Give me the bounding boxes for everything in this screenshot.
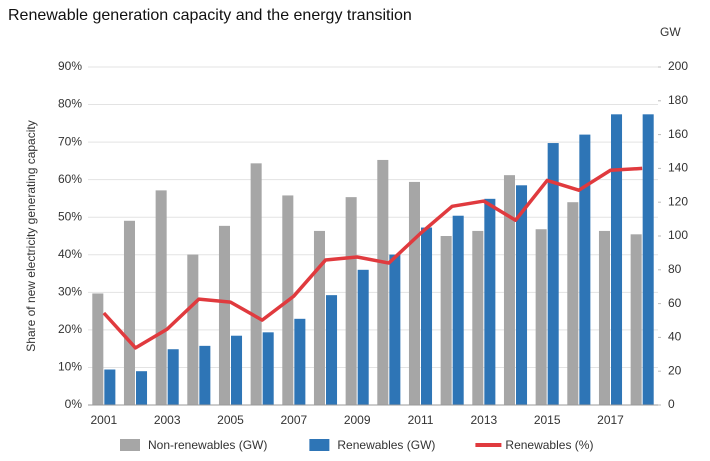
- y-tick-label: 10%: [58, 360, 82, 374]
- x-tick-label: 2005: [217, 413, 244, 427]
- y-tick-label: 80%: [58, 97, 82, 111]
- bar: [377, 159, 389, 405]
- bar: [313, 230, 325, 405]
- y2-tick-label: 100: [668, 228, 688, 242]
- bar: [642, 114, 654, 405]
- bar: [567, 202, 579, 405]
- y-tick-label: 40%: [58, 247, 82, 261]
- y-tick-label: 30%: [58, 285, 82, 299]
- x-tick-label: 2001: [90, 413, 117, 427]
- y2-tick-label: 180: [668, 93, 688, 107]
- y-tick-label: 0%: [65, 397, 83, 411]
- x-tick-label: 2013: [470, 413, 497, 427]
- y2-tick-label: 140: [668, 161, 688, 175]
- legend-label: Renewables (GW): [337, 438, 435, 452]
- y2-tick-label: 120: [668, 194, 688, 208]
- x-tick-label: 2011: [408, 413, 434, 427]
- bar: [199, 345, 211, 405]
- legend-label: Non-renewables (GW): [148, 438, 267, 452]
- y2-axis-title: GW: [660, 25, 681, 39]
- y2-tick-label: 80: [668, 262, 682, 276]
- bar: [231, 335, 243, 405]
- bar: [357, 269, 369, 405]
- bar: [218, 225, 230, 405]
- x-tick-label: 2007: [280, 413, 307, 427]
- bar: [123, 220, 135, 405]
- x-tick-label: 2015: [534, 413, 561, 427]
- y-tick-label: 60%: [58, 172, 82, 186]
- bar: [421, 227, 433, 405]
- bar: [535, 229, 547, 405]
- bar: [167, 349, 179, 405]
- x-tick-label: 2017: [597, 413, 624, 427]
- y2-tick-label: 60: [668, 296, 682, 310]
- bar: [345, 197, 357, 405]
- bar: [294, 318, 306, 405]
- y2-tick-label: 0: [668, 397, 675, 411]
- legend-swatch: [120, 439, 140, 451]
- bar: [579, 134, 591, 405]
- bar: [611, 114, 623, 405]
- bar: [472, 230, 484, 405]
- y-tick-label: 50%: [58, 209, 82, 223]
- bar: [136, 371, 148, 405]
- bar: [598, 230, 610, 405]
- x-tick-label: 2003: [154, 413, 181, 427]
- bar: [262, 332, 274, 405]
- bar: [104, 369, 116, 405]
- bar: [452, 215, 464, 405]
- bar: [389, 254, 401, 405]
- bar: [92, 293, 104, 405]
- bar: [503, 175, 515, 405]
- y-tick-label: 20%: [58, 322, 82, 336]
- bar: [187, 254, 199, 405]
- y-tick-label: 90%: [58, 59, 82, 73]
- legend-swatch: [475, 443, 502, 447]
- y-tick-label: 70%: [58, 134, 82, 148]
- bar: [326, 295, 338, 405]
- bar: [408, 181, 420, 405]
- y2-tick-label: 20: [668, 363, 682, 377]
- bar: [440, 236, 452, 405]
- bar: [250, 163, 262, 405]
- bar: [484, 198, 496, 405]
- legend-label: Renewables (%): [505, 438, 593, 452]
- y2-tick-label: 200: [668, 59, 688, 73]
- bar: [516, 185, 528, 405]
- bar: [155, 190, 167, 405]
- y2-tick-label: 160: [668, 127, 688, 141]
- line: [102, 166, 643, 350]
- x-tick-label: 2009: [344, 413, 371, 427]
- legend-swatch: [309, 439, 330, 451]
- y-axis-title: Share of new electricity generating capa…: [24, 120, 38, 351]
- y2-tick-label: 40: [668, 330, 682, 344]
- bar: [547, 143, 559, 406]
- chart-title: Renewable generation capacity and the en…: [8, 7, 412, 24]
- bar: [630, 234, 642, 405]
